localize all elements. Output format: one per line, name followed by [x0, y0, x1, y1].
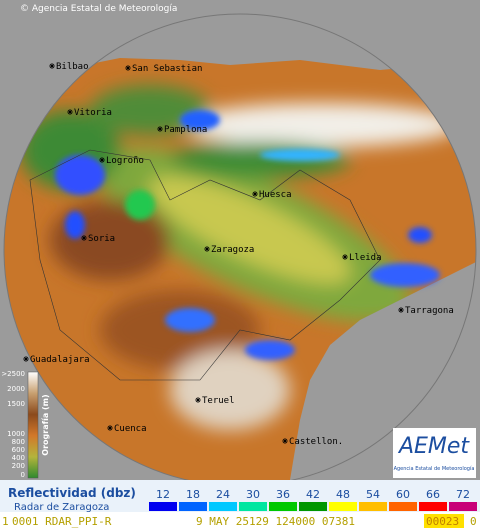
legend-swatch	[419, 502, 447, 511]
city-marker	[282, 438, 288, 444]
orography-tick: 400	[12, 454, 25, 462]
orography-tick: 800	[12, 438, 25, 446]
reflectivity-scale: 12 18 24 30 36 42 48 54 60 66 72	[149, 488, 477, 511]
legend-level: 18	[186, 488, 200, 501]
city-label: Tarragona	[405, 306, 454, 316]
orography-tick: 2000	[7, 385, 25, 393]
status-field: 9 MAY 25129 124000 07381	[196, 515, 355, 528]
city-label: Guadalajara	[30, 355, 90, 365]
orography-tick: 200	[12, 462, 25, 470]
legend-level: 24	[216, 488, 230, 501]
city-marker	[342, 254, 348, 260]
legend-level: 30	[246, 488, 260, 501]
legend-swatch	[239, 502, 267, 511]
orography-tick: 1500	[7, 400, 25, 408]
status-field: 1	[2, 515, 9, 528]
legend-level: 66	[426, 488, 440, 501]
orography-tick: >2500	[1, 370, 25, 378]
city-label: Lleida	[349, 253, 382, 263]
city-label: Pamplona	[164, 125, 207, 135]
radar-echoes	[55, 110, 440, 360]
city-marker	[398, 307, 404, 313]
city-marker	[107, 425, 113, 431]
legend-title: Reflectividad (dbz)	[8, 486, 136, 500]
city-marker	[195, 397, 201, 403]
legend-swatch	[329, 502, 357, 511]
city-label: Cuenca	[114, 424, 147, 434]
status-field: 0	[470, 515, 477, 528]
city-labels: Bilbao San Sebastian Vitoria Pamplona Logroñ…	[23, 62, 454, 447]
status-highlight	[424, 514, 464, 528]
city-marker	[67, 109, 73, 115]
legend-level: 54	[366, 488, 380, 501]
city-marker	[81, 235, 87, 241]
city-marker	[204, 246, 210, 252]
city-label: Castellon.	[289, 437, 343, 447]
legend-swatch	[359, 502, 387, 511]
legend-subtitle: Radar de Zaragoza	[14, 502, 109, 513]
city-label: Huesca	[259, 190, 292, 200]
legend-swatch	[299, 502, 327, 511]
city-marker	[157, 126, 163, 132]
city-label: Teruel	[202, 396, 235, 406]
status-field: 0001 RDAR_PPI-R	[12, 515, 112, 528]
city-label: San Sebastian	[132, 64, 202, 74]
city-label: Zaragoza	[211, 245, 254, 255]
legend-level: 42	[306, 488, 320, 501]
city-label: Vitoria	[74, 108, 112, 118]
city-marker	[125, 65, 131, 71]
legend-level: 36	[276, 488, 290, 501]
status-line: 1 0001 RDAR_PPI-R 9 MAY 25129 124000 07381…	[2, 514, 477, 528]
orography-tick: 0	[21, 471, 25, 479]
city-marker	[252, 191, 258, 197]
legend-level: 60	[396, 488, 410, 501]
logo: AEMet Agencia Estatal de Meteorología	[393, 428, 476, 478]
legend-swatch	[389, 502, 417, 511]
city-label: Bilbao	[56, 62, 89, 72]
legend-swatch	[179, 502, 207, 511]
terrain	[4, 14, 476, 480]
legend-swatch	[209, 502, 237, 511]
orography-title: Orografía (m)	[41, 394, 50, 455]
status-field: 00023	[426, 515, 459, 528]
legend-swatch	[449, 502, 477, 511]
orography-tick: 1000	[7, 430, 25, 438]
status-bar	[0, 512, 480, 530]
city-marker	[99, 157, 105, 163]
legend-level: 48	[336, 488, 350, 501]
logo-name: AEMet	[397, 434, 470, 459]
city-marker	[49, 63, 55, 69]
legend-swatch	[269, 502, 297, 511]
city-label: Logroño	[106, 156, 144, 166]
legend-swatch	[149, 502, 177, 511]
logo-subtitle: Agencia Estatal de Meteorología	[394, 465, 475, 472]
city-marker	[23, 356, 29, 362]
copyright: © Agencia Estatal de Meteorología	[20, 4, 177, 14]
legend-level: 72	[456, 488, 470, 501]
orography-tick: 600	[12, 446, 25, 454]
legend-level: 12	[156, 488, 170, 501]
city-label: Soria	[88, 234, 115, 244]
